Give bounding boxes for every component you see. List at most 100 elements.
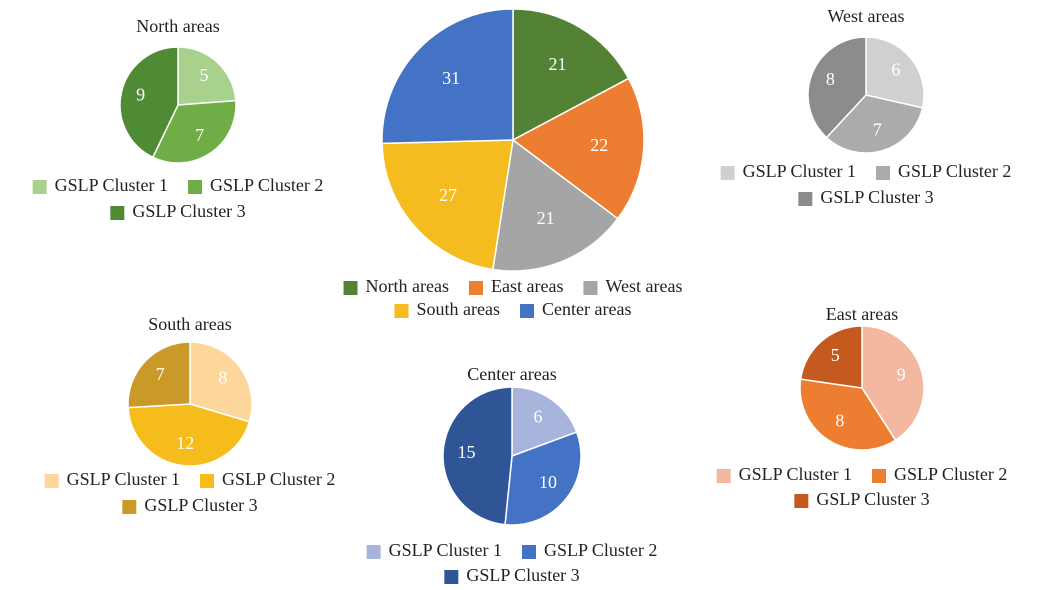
legend-item: South areas — [394, 299, 500, 319]
legend-label: North areas — [366, 276, 449, 296]
legend-label: GSLP Cluster 2 — [210, 175, 323, 195]
legend-item: GSLP Cluster 3 — [110, 201, 246, 221]
legend-swatch — [444, 570, 459, 584]
legend-item: GSLP Cluster 1 — [366, 540, 502, 560]
data-label: 8 — [826, 69, 835, 89]
data-label: 15 — [458, 442, 476, 462]
legend-swatch — [522, 545, 536, 559]
legend-swatch — [876, 166, 890, 180]
data-label: 5 — [831, 345, 840, 365]
legend-item: North areas — [343, 276, 449, 296]
legend-swatch — [122, 500, 137, 514]
legend-swatch — [394, 304, 409, 318]
legend-label: West areas — [605, 276, 682, 296]
data-label: 10 — [539, 472, 557, 492]
legend-swatch — [200, 474, 214, 488]
legend-label: GSLP Cluster 1 — [743, 161, 856, 181]
chart-title: West areas — [827, 6, 904, 26]
legend-item: GSLP Cluster 3 — [122, 495, 258, 515]
legend-label: South areas — [417, 299, 500, 319]
legend-label: GSLP Cluster 2 — [544, 540, 657, 560]
legend-swatch — [716, 469, 731, 483]
legend-swatch — [720, 166, 735, 180]
data-label: 21 — [537, 208, 555, 228]
legend-label: GSLP Cluster 3 — [466, 565, 579, 585]
legend-item: GSLP Cluster 3 — [444, 565, 580, 585]
chart-title: East areas — [826, 304, 898, 324]
legend-item: GSLP Cluster 2 — [872, 464, 1007, 484]
pie-slice — [512, 8, 630, 142]
pie-slice — [799, 325, 863, 389]
pie-slice — [151, 99, 237, 164]
data-label: 7 — [156, 364, 165, 384]
legend-item: GSLP Cluster 2 — [188, 175, 323, 195]
legend-label: GSLP Cluster 3 — [132, 201, 245, 221]
chart-title: South areas — [148, 314, 231, 334]
legend-label: GSLP Cluster 3 — [820, 187, 933, 207]
legend-item: GSLP Cluster 1 — [32, 175, 168, 195]
legend-label: GSLP Cluster 2 — [898, 161, 1011, 181]
data-label: 6 — [891, 59, 900, 79]
data-label: 12 — [176, 433, 194, 453]
pie-chart: North areas 5 7 9 GSLP Cluster 1 GSLP Cluster… — [32, 16, 323, 221]
legend-label: GSLP Cluster 3 — [144, 495, 257, 515]
data-label: 21 — [549, 54, 567, 74]
pie-slice — [511, 77, 645, 220]
legend-item: GSLP Cluster 2 — [200, 469, 335, 489]
legend-item: GSLP Cluster 3 — [794, 489, 930, 509]
data-label: 31 — [442, 68, 460, 88]
pie-slice — [119, 46, 179, 159]
legend-label: GSLP Cluster 2 — [222, 469, 335, 489]
legend-item: GSLP Cluster 1 — [716, 464, 852, 484]
legend-swatch — [110, 206, 125, 220]
pie-chart: West areas 6 7 8 GSLP Cluster 1 GSLP Cluster … — [720, 6, 1011, 207]
data-label: 22 — [590, 135, 608, 155]
pie-slice — [177, 46, 237, 106]
legend-swatch — [520, 304, 535, 318]
legend-swatch — [794, 494, 809, 508]
legend-swatch — [872, 469, 886, 483]
pie-slice — [127, 341, 191, 409]
legend-label: GSLP Cluster 1 — [67, 469, 180, 489]
legend-label: GSLP Cluster 1 — [739, 464, 852, 484]
legend-swatch — [343, 281, 358, 295]
legend-item: GSLP Cluster 1 — [720, 161, 856, 181]
legend-item: GSLP Cluster 2 — [522, 540, 657, 560]
legend-label: GSLP Cluster 1 — [55, 175, 168, 195]
data-label: 8 — [218, 368, 227, 388]
data-label: 7 — [195, 125, 204, 145]
legend-item: Center areas — [520, 299, 631, 319]
legend-item: GSLP Cluster 3 — [798, 187, 934, 207]
data-label: 9 — [136, 85, 145, 105]
pie-slice — [511, 386, 578, 458]
legend-swatch — [44, 474, 59, 488]
pie-slice — [825, 94, 924, 154]
data-label: 8 — [835, 411, 844, 431]
pie-slice — [442, 386, 513, 526]
pie-slice — [491, 138, 619, 272]
legend-label: GSLP Cluster 2 — [894, 464, 1007, 484]
legend-label: Center areas — [542, 299, 631, 319]
legend-swatch — [798, 192, 813, 206]
pie-slice — [865, 36, 925, 109]
chart-title: North areas — [136, 16, 219, 36]
legend-item: GSLP Cluster 1 — [44, 469, 180, 489]
legend-swatch — [32, 180, 47, 194]
legend-item: East areas — [468, 276, 563, 296]
legend-item: West areas — [583, 276, 682, 296]
legend-swatch — [583, 281, 598, 295]
data-label: 6 — [534, 407, 543, 427]
chart-title: Center areas — [467, 364, 556, 384]
pie-chart: South areas 8 12 7 GSLP Cluster 1 GSLP Cluste… — [44, 314, 335, 515]
data-label: 9 — [897, 365, 906, 385]
legend-swatch — [468, 281, 483, 295]
pie-chart: 21 22 21 27 31 North areas East areas West area… — [343, 8, 682, 319]
pie-slice — [381, 139, 514, 271]
pie-chart: East areas 9 8 5 GSLP Cluster 1 GSLP Cluster … — [716, 304, 1007, 509]
legend-item: GSLP Cluster 2 — [876, 161, 1011, 181]
legend-swatch — [366, 545, 381, 559]
pie-slice — [381, 8, 514, 145]
legend-label: GSLP Cluster 3 — [816, 489, 929, 509]
legend-label: GSLP Cluster 1 — [389, 540, 502, 560]
